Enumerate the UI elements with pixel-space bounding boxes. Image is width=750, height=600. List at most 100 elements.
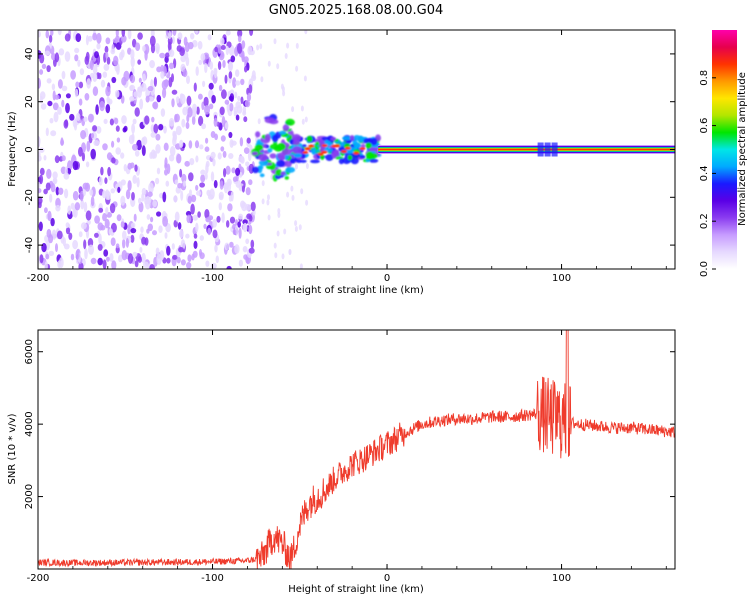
heatmap-cell [50, 130, 57, 137]
heatmap-cell [286, 42, 290, 49]
heatmap-cell [134, 164, 138, 172]
figure-title: GN05.2025.168.08.00.G04 [269, 3, 444, 18]
heatmap-cell [120, 221, 125, 228]
heatmap-cell [114, 35, 121, 45]
heatmap-cell [231, 140, 237, 146]
heatmap-cell [194, 140, 200, 149]
heatmap-cell [95, 104, 99, 115]
heatmap-cell [163, 125, 167, 134]
heatmap-cell [260, 76, 264, 83]
heatmap-cell [116, 64, 120, 75]
heatmap-cell [219, 180, 224, 190]
heatmap-cell [204, 105, 210, 115]
heatmap-cell [243, 116, 248, 123]
heatmap-cell [299, 263, 303, 269]
heatmap-cell [249, 144, 253, 152]
heatmap-cell [46, 65, 51, 73]
heatmap-cell [281, 148, 292, 156]
heatmap-cell [90, 257, 97, 265]
heatmap-cell [232, 229, 237, 236]
y-tick-label: 0 [24, 146, 35, 152]
y-tick-label: 40 [24, 48, 35, 61]
snr-x-ticks: -200 -100 0 100 [27, 330, 667, 584]
snr-y-ticks: 2000 4000 6000 [24, 339, 675, 509]
heatmap-cell [106, 256, 110, 262]
heatmap-cell [247, 150, 252, 162]
heatmap-cell [236, 105, 243, 114]
heatmap-cell [104, 218, 110, 229]
heatmap-cell [200, 174, 206, 183]
heatmap-cell [64, 188, 69, 199]
heatmap-cell [121, 115, 127, 125]
heatmap-cell [291, 134, 301, 142]
heatmap-cell [133, 213, 137, 222]
heatmap-cell [150, 30, 155, 38]
heatmap-cell [113, 55, 119, 66]
heatmap-cell [44, 261, 48, 269]
heatmap-cell [173, 195, 178, 203]
heatmap-cell [138, 201, 144, 213]
heatmap-cell [94, 51, 99, 59]
heatmap-cell [208, 215, 214, 221]
heatmap-cell [290, 185, 294, 192]
heatmap-cell [75, 33, 82, 43]
heatmap-cell [245, 238, 250, 245]
heatmap-cell [174, 211, 180, 222]
colorbar: 0.0 0.2 0.4 0.6 0.8 Normalized spectral ampl… [699, 30, 748, 277]
heatmap-cell [64, 51, 71, 62]
heatmap-cell [212, 229, 218, 239]
heatmap-cell [356, 143, 361, 148]
heatmap-cell [153, 123, 159, 134]
heatmap-cell [85, 35, 89, 46]
heatmap-cell [92, 125, 98, 132]
heatmap-cell [273, 38, 277, 45]
heatmap-cell [220, 37, 225, 45]
colorbar-tick-label: 0.8 [699, 70, 710, 86]
heatmap-cell [310, 159, 320, 164]
heatmap-cell [129, 85, 134, 92]
heatmap-cell [102, 213, 107, 222]
heatmap-cell [353, 151, 360, 155]
heatmap-cell [349, 135, 355, 141]
heatmap-cell [169, 146, 176, 157]
heatmap-cell [38, 136, 41, 147]
heatmap-cell [235, 167, 241, 176]
heatmap-cell [301, 118, 305, 125]
heatmap-cell [185, 233, 190, 239]
heatmap-cell [235, 69, 240, 77]
heatmap-cell [67, 205, 71, 215]
heatmap-cell [246, 137, 251, 144]
heatmap-cell [61, 99, 65, 108]
heatmap-cell [45, 127, 49, 137]
heatmap-cell [226, 178, 232, 187]
heatmap-cell [222, 150, 227, 158]
heatmap-cell [92, 86, 99, 97]
heatmap-cell [48, 250, 55, 256]
heatmap-cell [38, 147, 45, 153]
heatmap-cell [111, 157, 116, 164]
heatmap-cell [225, 165, 231, 175]
heatmap-cell [65, 227, 71, 235]
heatmap-cell [252, 166, 260, 174]
heatmap-cell [115, 125, 120, 132]
heatmap-cell [149, 152, 153, 159]
heatmap-cell [188, 172, 194, 182]
heatmap-cell [342, 136, 352, 141]
heatmap-cell [240, 156, 245, 164]
heatmap-cell [61, 85, 68, 92]
heatmap-cell [185, 210, 192, 217]
heatmap-cell [282, 90, 286, 97]
heatmap-cell [127, 162, 133, 170]
heatmap-cell [150, 132, 157, 138]
heatmap-cell [131, 123, 136, 134]
heatmap-cell [174, 179, 179, 185]
heatmap-cell [127, 253, 134, 264]
heatmap-cell [177, 222, 182, 230]
heatmap-cell [57, 106, 62, 115]
heatmap-cell [125, 237, 129, 248]
heatmap-cell [213, 180, 218, 189]
heatmap-cell [70, 70, 76, 80]
heatmap-cell [284, 176, 289, 180]
heatmap-cell [55, 243, 58, 253]
heatmap-cell [303, 75, 307, 82]
